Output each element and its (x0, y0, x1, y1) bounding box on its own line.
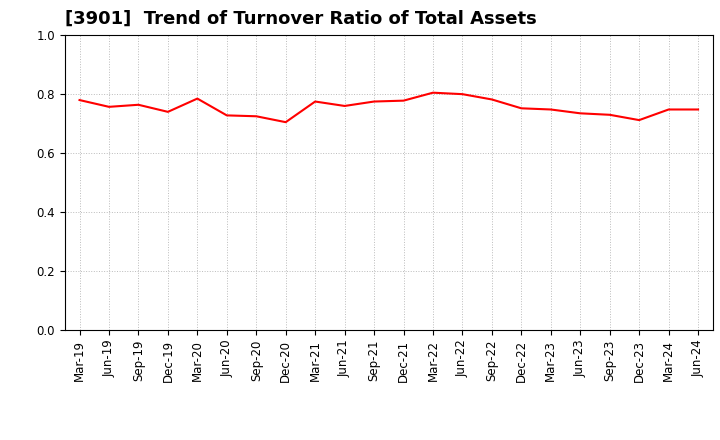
Text: [3901]  Trend of Turnover Ratio of Total Assets: [3901] Trend of Turnover Ratio of Total … (65, 10, 536, 28)
